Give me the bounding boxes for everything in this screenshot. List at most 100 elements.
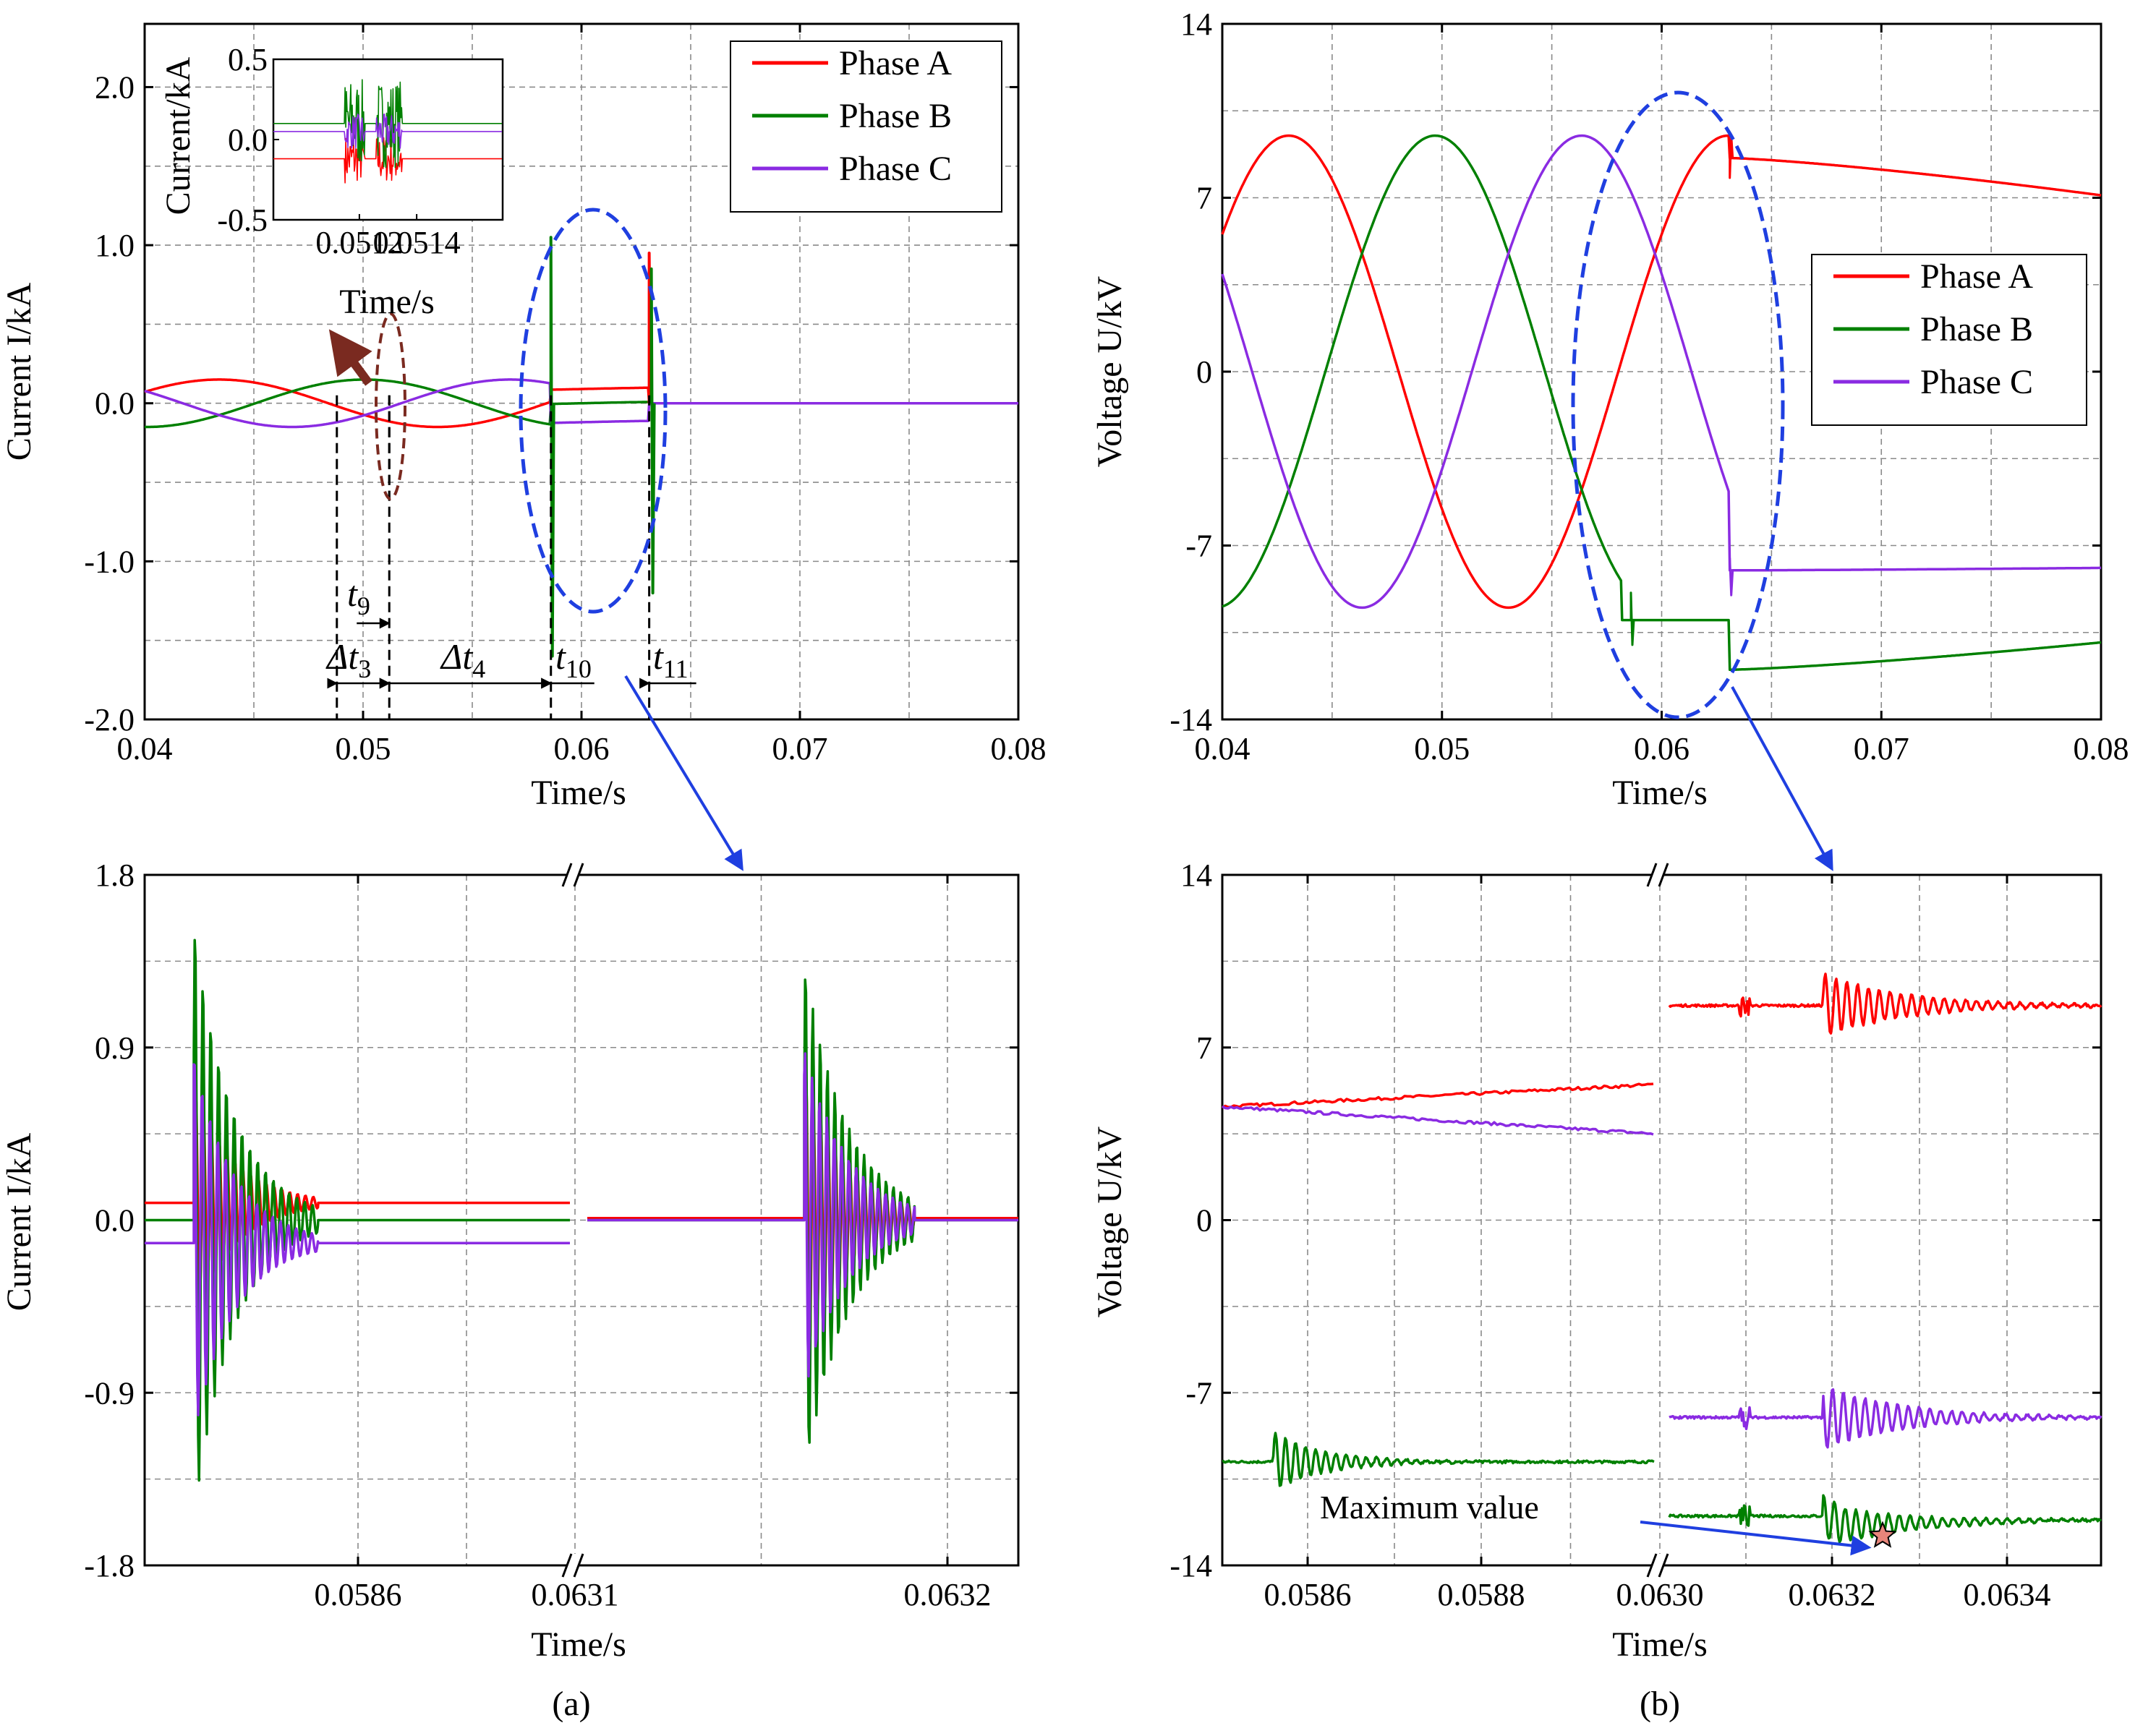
y-tick-label: 14 [1180,7,1212,42]
zoom-ellipse-blue [519,208,668,614]
x-axis-label: Time/s [1612,774,1708,812]
y-axis-label: Voltage U/kV [1091,275,1129,467]
series1-phase-a [1222,1082,1654,1109]
panel-b-top: 0.04 0.05 0.06 0.07 0.08 -14 -7 0 7 14 Time/s Volta… [1091,7,2129,812]
x-tick-label: 0.0586 [315,1577,402,1612]
label-dt3: Δt3 [325,636,371,683]
axis-break-mask [566,1554,579,1577]
series2-phase-a [587,1069,1018,1352]
max-value-label: Maximum value [1320,1489,1539,1526]
inset-x-tick-label: 0.0512 [315,225,403,260]
y-tick-label: 14 [1180,858,1212,893]
x-tick-label: 0.0586 [1264,1577,1352,1612]
y-axis-label: Voltage U/kV [1091,1126,1129,1317]
axis-break [1658,863,1669,887]
inset-series-phase-a [273,137,502,184]
y-tick-label: -2.0 [84,702,135,737]
series2-phase-c [1669,1388,2102,1449]
x-axis-label: Time/s [531,774,626,812]
max-value-arrow [1640,1521,1872,1556]
axis-break [561,863,573,887]
axis-break [1646,863,1658,887]
transient-a [1729,134,1734,179]
label-t11: t11 [653,636,689,683]
y-tick-label: 0 [1196,354,1212,390]
caption-a: (a) [552,1685,590,1723]
axis-break [573,863,584,887]
legend-label-b: Phase B [839,97,952,135]
axis-break [1658,1553,1669,1578]
legend-label-a: Phase A [1920,257,2033,296]
inset-x-axis-label: Time/s [339,283,435,321]
series-phase-a [1221,134,2102,610]
x-tick-label: 0.0634 [1964,1577,2051,1612]
y-axis-label: Current I/kA [0,282,38,461]
axis-break-mask [1651,1554,1664,1577]
inset-y-tick-label: 0.5 [228,42,268,77]
label-dt4: Δt4 [440,636,485,683]
y-tick-label: -14 [1169,702,1212,737]
series1-phase-c [145,1063,570,1416]
series2-phase-a [1668,972,2102,1035]
y-tick-label: -1.8 [84,1548,135,1583]
transient-b [1629,591,1635,646]
panel-b-bottom: 0.0586 0.0588 0.0630 0.0632 0.0634 -14 -7 0 7 14 T… [1091,858,2102,1664]
y-tick-label: 2.0 [95,69,135,105]
x-tick-label: 0.0631 [532,1577,619,1612]
legend-box [730,40,1002,213]
y-axis-label: Current I/kA [0,1132,38,1311]
axis-break-mask [566,863,579,886]
x-tick-label: 0.04 [1195,731,1250,766]
y-tick-label: 0.0 [95,386,135,422]
label-t9: t9 [347,573,370,620]
inset-x-tick-label: 0.0514 [373,225,461,260]
panel-a-top: 0.04 0.05 0.06 0.07 0.08 -2.0 -1.0 0.0 1.0 2.0 Tim… [0,22,1047,812]
x-tick-label: 0.0588 [1438,1577,1525,1612]
series-phase-c [144,378,1019,429]
panel-a-bottom: 0.0586 0.0631 0.0632 -1.8 -0.9 0.0 0.9 1.8 Time/… [0,858,1020,1664]
series2-phase-b [587,978,1018,1444]
y-tick-label: 7 [1196,1030,1212,1066]
inset-series-phase-b [273,79,502,168]
y-tick-label: -14 [1169,1548,1212,1583]
y-tick-label: 7 [1196,181,1212,216]
transient-c [1729,557,1734,597]
zoom-ellipse-brown [375,312,406,500]
x-axis-label: Time/s [531,1625,626,1664]
axis-break [573,1553,584,1578]
series-phase-c [1221,134,2102,610]
x-tick-label: 0.0632 [904,1577,992,1612]
zoom-arrow-a [624,675,743,871]
y-tick-label: 1.0 [95,228,135,263]
label-t10: t10 [555,636,592,683]
y-tick-label: 0.0 [95,1203,135,1239]
x-tick-label: 0.08 [2074,731,2129,766]
legend-label-a: Phase A [839,44,952,82]
legend-label-b: Phase B [1920,310,2033,349]
series1-phase-b [1222,1432,1655,1487]
axis-break [561,1553,573,1578]
x-axis-label: Time/s [1612,1625,1708,1664]
axis-break-mask [1651,863,1664,886]
inset-series-phase-c [273,114,502,149]
x-tick-label: 0.07 [772,731,828,766]
x-tick-label: 0.07 [1854,731,1909,766]
x-tick-label: 0.06 [554,731,610,766]
inset-y-tick-label: 0.0 [228,122,268,158]
caption-b: (b) [1640,1685,1680,1723]
spike-b-t11 [649,267,656,595]
x-tick-label: 0.06 [1634,731,1690,766]
x-tick-label: 0.05 [1414,731,1470,766]
y-tick-label: -1.0 [84,544,135,579]
zoom-ellipse-blue [1571,90,1785,719]
series1-phase-c [1222,1105,1654,1136]
legend-label-c: Phase C [839,150,952,188]
y-tick-label: -0.9 [84,1375,135,1411]
axis-break [1646,1553,1658,1578]
y-tick-label: 0 [1196,1203,1212,1239]
max-value-star [1868,1521,1897,1548]
series2-phase-c [587,1052,1018,1378]
series-phase-b [1222,134,2102,672]
zoom-arrow-b [1731,686,1833,871]
